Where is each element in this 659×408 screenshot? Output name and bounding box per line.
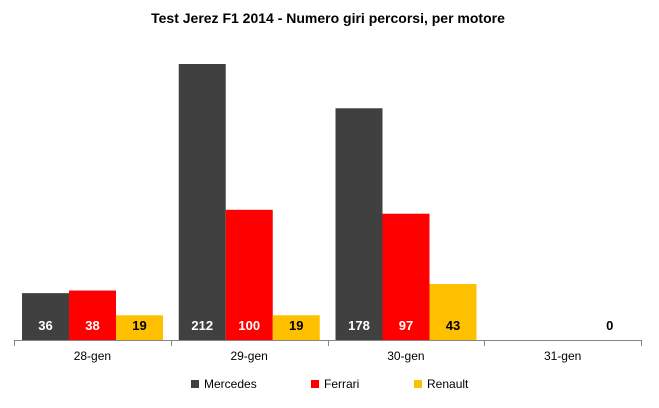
bar-mercedes-28-gen: [22, 293, 69, 340]
x-tick-label-31-gen: 31-gen: [544, 349, 581, 363]
legend-label-renault: Renault: [427, 377, 469, 391]
data-label-renault-31-gen: 0: [606, 318, 613, 333]
data-label-renault-30-gen: 43: [446, 318, 460, 333]
legend-swatch-mercedes: [191, 380, 199, 388]
bar-mercedes-30-gen: [335, 108, 383, 340]
data-label-mercedes-30-gen: 178: [348, 318, 370, 333]
data-label-ferrari-30-gen: 97: [399, 318, 413, 333]
chart-title: Test Jerez F1 2014 - Numero giri percors…: [151, 10, 505, 26]
legend: Mercedes Ferrari Renault: [191, 377, 469, 391]
data-label-renault-29-gen: 19: [289, 318, 303, 333]
data-label-renault-28-gen: 19: [132, 318, 146, 333]
bar-renault-28-gen: [116, 315, 163, 340]
bar-renault-30-gen: [429, 284, 477, 340]
data-label-ferrari-29-gen: 100: [238, 318, 260, 333]
legend-swatch-renault: [414, 380, 422, 388]
data-label-mercedes-29-gen: 212: [191, 318, 213, 333]
data-label-mercedes-28-gen: 36: [38, 318, 52, 333]
legend-label-mercedes: Mercedes: [204, 377, 257, 391]
x-tick-label-28-gen: 28-gen: [74, 349, 111, 363]
legend-label-ferrari: Ferrari: [324, 377, 359, 391]
x-tick-label-29-gen: 29-gen: [230, 349, 267, 363]
bar-mercedes-29-gen: [178, 64, 226, 340]
data-label-ferrari-28-gen: 38: [85, 318, 99, 333]
x-tick-label-30-gen: 30-gen: [387, 349, 424, 363]
bar-ferrari-29-gen: [225, 209, 273, 340]
bar-renault-29-gen: [272, 315, 320, 340]
bar-ferrari-28-gen: [69, 290, 116, 340]
plot-area: 36 38 19 212 100 19 178 97 43 0 28-gen 29-gen 30-gen…: [14, 64, 642, 363]
legend-swatch-ferrari: [311, 380, 319, 388]
bar-ferrari-30-gen: [382, 213, 430, 340]
